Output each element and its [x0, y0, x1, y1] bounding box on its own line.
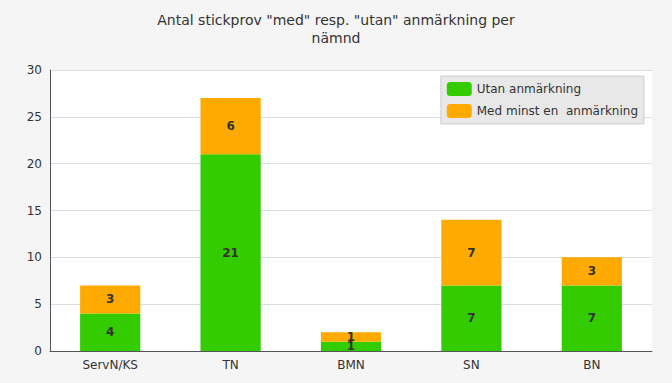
svg-text:1: 1: [347, 330, 355, 344]
svg-text:Med minst en anmärkning: Med minst en anmärkning: [477, 104, 638, 118]
svg-text:3: 3: [588, 264, 596, 278]
svg-text:ServN/KS: ServN/KS: [82, 358, 138, 372]
svg-text:Utan anmärkning: Utan anmärkning: [477, 82, 581, 96]
svg-text:30: 30: [27, 63, 42, 77]
svg-text:4: 4: [106, 325, 114, 339]
svg-text:SN: SN: [463, 358, 480, 372]
svg-text:20: 20: [27, 157, 42, 171]
svg-text:nämnd: nämnd: [312, 30, 361, 46]
svg-text:7: 7: [467, 311, 475, 325]
svg-text:BMN: BMN: [337, 358, 365, 372]
svg-text:7: 7: [467, 246, 475, 260]
svg-text:7: 7: [588, 311, 596, 325]
svg-text:21: 21: [222, 246, 239, 260]
svg-text:10: 10: [27, 250, 42, 264]
svg-text:0: 0: [34, 344, 42, 358]
svg-text:15: 15: [27, 204, 42, 218]
svg-text:TN: TN: [221, 358, 238, 372]
svg-text:BN: BN: [583, 358, 600, 372]
svg-text:3: 3: [106, 292, 114, 306]
svg-text:6: 6: [226, 119, 234, 133]
svg-text:1: 1: [346, 339, 356, 354]
svg-text:25: 25: [27, 110, 42, 124]
svg-text:5: 5: [34, 297, 42, 311]
svg-text:Antal stickprov "med" resp. "u: Antal stickprov "med" resp. "utan" anmär…: [157, 12, 515, 28]
